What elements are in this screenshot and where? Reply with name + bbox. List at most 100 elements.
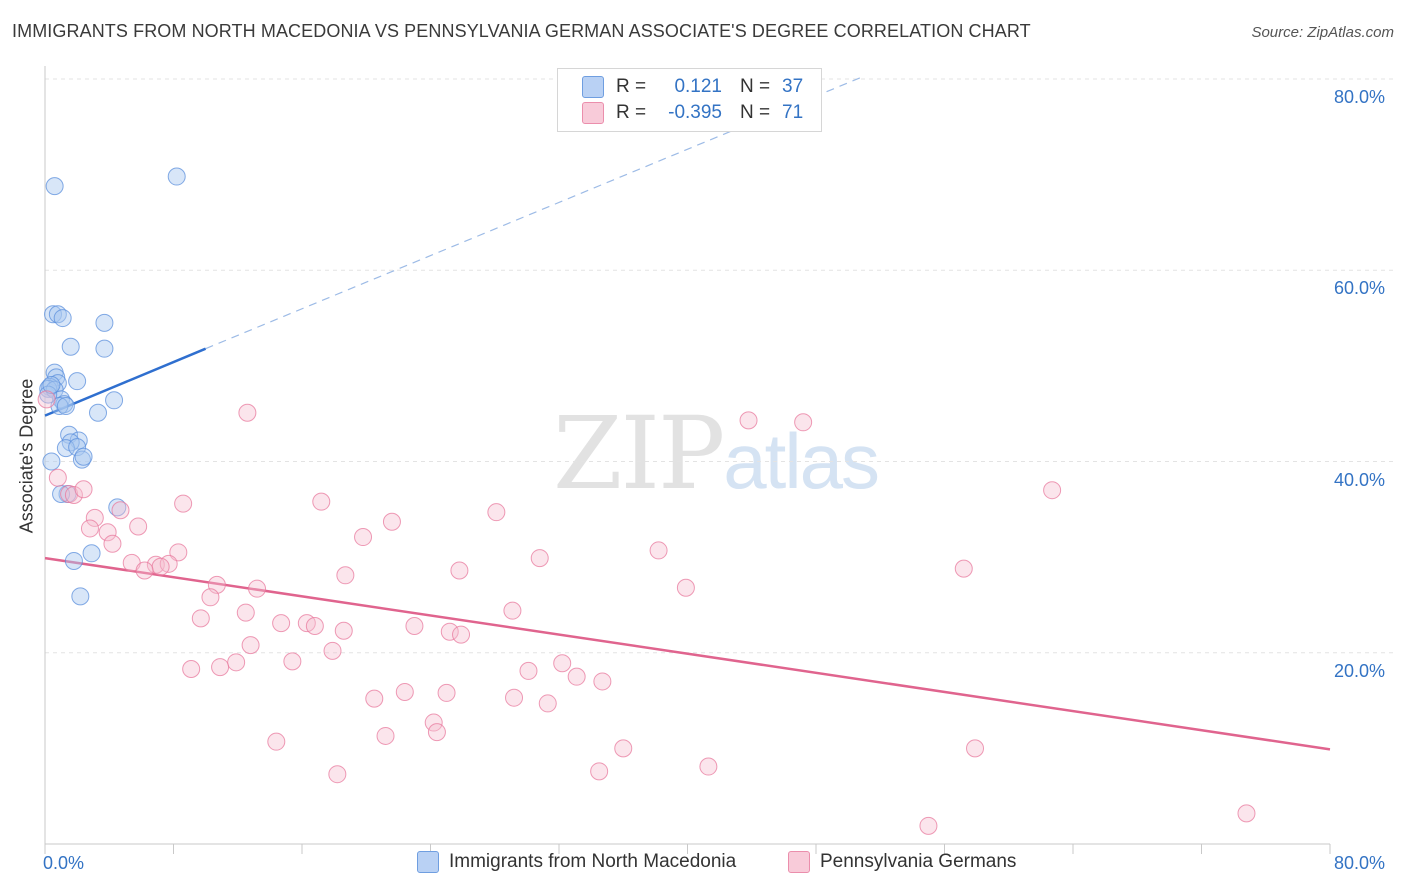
series-legend: Immigrants from North Macedonia Pennsylv… <box>0 851 1406 879</box>
x-tick-label-max: 80.0% <box>1334 853 1386 873</box>
point-pennsylvania-germans <box>405 616 424 635</box>
trend-layer <box>44 75 1331 751</box>
point-pennsylvania-germans <box>395 682 414 701</box>
point-pennsylvania-germans <box>919 816 938 835</box>
trend-line-north-macedonia <box>44 347 207 417</box>
point-pennsylvania-germans <box>111 501 130 520</box>
point-pennsylvania-germans <box>328 765 347 784</box>
point-pennsylvania-germans <box>553 654 572 673</box>
legend-r-label: R = <box>616 102 647 123</box>
point-pennsylvania-germans <box>267 732 286 751</box>
legend-n-value: 37 <box>782 76 804 97</box>
series-legend-label: Immigrants from North Macedonia <box>449 851 737 872</box>
points-layer <box>37 167 1256 835</box>
series-legend-label: Pennsylvania Germans <box>820 851 1017 872</box>
point-pennsylvania-germans <box>336 566 355 585</box>
point-north-macedonia <box>72 450 91 469</box>
point-pennsylvania-germans <box>48 468 67 487</box>
point-pennsylvania-germans <box>98 523 117 542</box>
point-pennsylvania-germans <box>129 517 148 536</box>
point-pennsylvania-germans <box>85 508 104 527</box>
point-pennsylvania-germans <box>593 672 612 691</box>
point-pennsylvania-germans <box>699 757 718 776</box>
point-pennsylvania-germans <box>376 726 395 745</box>
point-pennsylvania-germans <box>519 661 538 680</box>
point-pennsylvania-germans <box>590 762 609 781</box>
point-pennsylvania-germans <box>64 485 83 504</box>
trend-line-pennsylvania-germans <box>44 556 1331 751</box>
y-tick-label: 60.0% <box>1334 278 1386 299</box>
chart-title: IMMIGRANTS FROM NORTH MACEDONIA VS PENNS… <box>12 21 1031 41</box>
point-north-macedonia <box>82 544 101 563</box>
point-pennsylvania-germans <box>487 503 506 522</box>
point-pennsylvania-germans <box>1237 804 1256 823</box>
point-pennsylvania-germans <box>382 512 401 531</box>
point-pennsylvania-germans <box>241 636 260 655</box>
point-pennsylvania-germans <box>739 411 758 430</box>
point-north-macedonia <box>95 313 114 332</box>
point-pennsylvania-germans <box>334 621 353 640</box>
point-pennsylvania-germans <box>440 622 459 641</box>
point-pennsylvania-germans <box>649 541 668 560</box>
y-tick-label: 20.0% <box>1334 660 1386 681</box>
point-pennsylvania-germans <box>614 739 633 758</box>
point-pennsylvania-germans <box>248 579 267 598</box>
legend-n-label: N = <box>740 102 771 123</box>
point-pennsylvania-germans <box>174 494 193 513</box>
point-pennsylvania-germans <box>283 652 302 671</box>
point-pennsylvania-germans <box>530 549 549 568</box>
point-pennsylvania-germans <box>211 658 230 677</box>
point-pennsylvania-germans <box>74 480 93 499</box>
point-pennsylvania-germans <box>676 578 695 597</box>
point-pennsylvania-germans <box>354 528 373 547</box>
point-pennsylvania-germans <box>135 561 154 580</box>
legend-r-label: R = <box>616 76 647 97</box>
point-pennsylvania-germans <box>272 614 291 633</box>
point-pennsylvania-germans <box>169 543 188 562</box>
point-north-macedonia <box>89 403 108 422</box>
point-pennsylvania-germans <box>80 519 99 538</box>
point-pennsylvania-germans <box>505 688 524 707</box>
point-pennsylvania-germans <box>567 667 586 686</box>
point-pennsylvania-germans <box>238 403 257 422</box>
point-pennsylvania-germans <box>151 557 170 576</box>
legend-n-value: 71 <box>782 102 804 123</box>
point-pennsylvania-germans <box>227 653 246 672</box>
legend-r-value: 0.121 <box>674 76 722 97</box>
point-north-macedonia <box>105 391 124 410</box>
y-tick-label: 80.0% <box>1334 87 1386 107</box>
y-tick-label: 40.0% <box>1334 469 1386 490</box>
point-pennsylvania-germans <box>450 561 469 580</box>
stats-legend: R = 0.121 N = 37 R = -0.395 N = 71 <box>557 68 822 132</box>
point-pennsylvania-germans <box>424 713 443 732</box>
x-tick-label-min: 0.0% <box>43 853 85 873</box>
point-north-macedonia <box>45 177 64 196</box>
point-pennsylvania-germans <box>794 413 813 432</box>
point-north-macedonia <box>108 498 127 517</box>
point-north-macedonia <box>167 167 186 186</box>
legend-n-label: N = <box>740 76 771 97</box>
point-pennsylvania-germans <box>966 739 985 758</box>
chart-source: Source: ZipAtlas.com <box>1251 24 1394 41</box>
grid-layer <box>45 78 1393 654</box>
point-pennsylvania-germans <box>201 588 220 607</box>
point-north-macedonia <box>61 337 80 356</box>
point-pennsylvania-germans <box>305 616 324 635</box>
point-pennsylvania-germans <box>103 534 122 553</box>
point-north-macedonia <box>64 551 83 570</box>
legend-r-value: -0.395 <box>668 102 722 123</box>
series-legend-item-pink: Pennsylvania Germans <box>788 851 1016 873</box>
legend-swatch-pink <box>582 102 604 124</box>
series-swatch-pink <box>788 851 810 873</box>
axis-layer <box>44 66 1331 854</box>
watermark-zip: ZIP <box>553 395 725 512</box>
point-pennsylvania-germans <box>954 559 973 578</box>
point-pennsylvania-germans <box>191 609 210 628</box>
point-north-macedonia <box>42 376 61 394</box>
point-north-macedonia <box>68 372 87 391</box>
point-pennsylvania-germans <box>538 694 557 713</box>
point-pennsylvania-germans <box>236 603 255 622</box>
point-pennsylvania-germans <box>182 660 201 679</box>
point-pennsylvania-germans <box>37 390 56 409</box>
